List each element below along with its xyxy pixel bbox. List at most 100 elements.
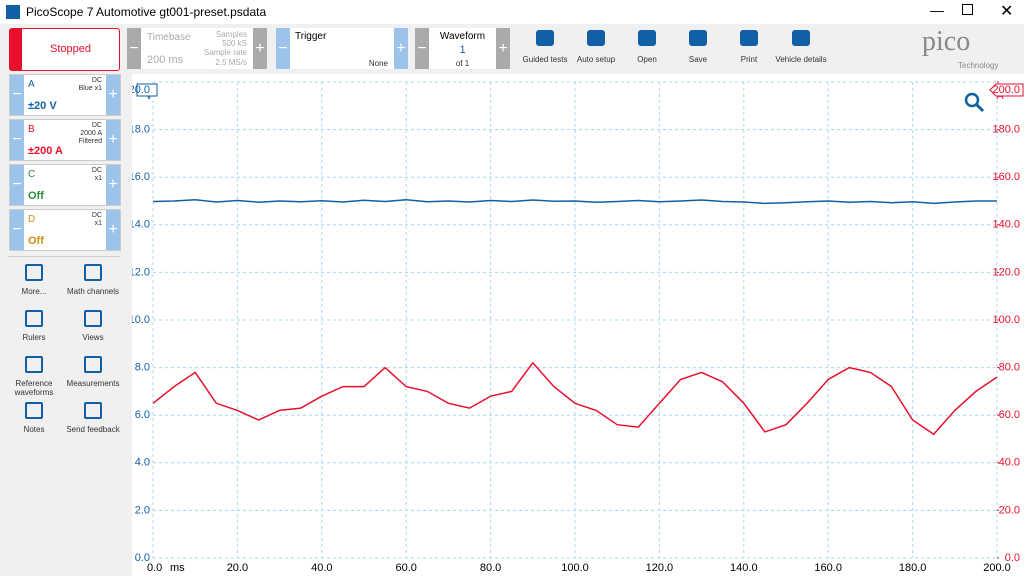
y-tick-label: 14.0 (132, 219, 150, 231)
tool-icon (792, 30, 810, 46)
y-range-box (136, 83, 158, 97)
channel-probe: x1 (94, 175, 102, 182)
tool-icon (536, 30, 554, 46)
channel-plus[interactable]: + (106, 165, 120, 205)
channel-minus[interactable]: − (10, 120, 24, 160)
sidebar-icon (25, 402, 43, 419)
channel-probe: x1 (94, 220, 102, 227)
trigger-label: Trigger (295, 31, 327, 42)
sidebar-button[interactable]: Rulers (4, 308, 64, 352)
y-tick-label: 18.0 (132, 124, 150, 136)
sidebar-label: More... (21, 287, 47, 296)
x-tick-label: 60.0 (395, 562, 416, 574)
sidebar-button[interactable]: Send feedback (63, 400, 123, 444)
tool-button[interactable]: Auto setup (568, 28, 624, 70)
waveform-plus[interactable]: + (496, 28, 510, 69)
timebase-value: 200 ms (147, 54, 184, 66)
y-tick-label: 8.0 (135, 362, 150, 374)
channel-minus[interactable]: − (10, 75, 24, 115)
x-tick-label: 20.0 (227, 562, 248, 574)
y2-tick-label: 20.0 (999, 504, 1020, 516)
scope-view: V A ms 0.020.040.060.080.0100.0120.0140.… (132, 74, 1024, 576)
tool-label: Auto setup (576, 55, 616, 64)
channel-plus[interactable]: + (106, 120, 120, 160)
channel-name: A (28, 79, 35, 90)
tool-label: Print (740, 55, 758, 64)
channel-card[interactable]: − + D DC x1 Off (9, 209, 121, 251)
waveform-total: of 1 (455, 59, 470, 68)
logo: pico (922, 26, 971, 57)
timebase-minus[interactable]: − (127, 28, 141, 69)
sidebar-button[interactable]: Reference waveforms (4, 354, 64, 398)
y-tick-label: 6.0 (135, 409, 150, 421)
channel-minus[interactable]: − (10, 165, 24, 205)
trigger-minus[interactable]: − (276, 28, 290, 69)
channel-coupling: DC (91, 122, 102, 129)
run-label: Stopped (50, 43, 91, 55)
samples: 500 kS (222, 39, 247, 48)
waveform[interactable]: − + Waveform 1 of 1 (415, 28, 510, 69)
channel-name: D (28, 214, 36, 225)
trigger-plus[interactable]: + (394, 28, 408, 69)
window-title: PicoScope 7 Automotive gt001-preset.psda… (26, 5, 267, 19)
close[interactable]: ✕ (1000, 3, 1014, 20)
y-tick-label: 0.0 (135, 552, 150, 564)
x-tick-label: 180.0 (899, 562, 927, 574)
run-indicator (10, 29, 22, 70)
channel-plus[interactable]: + (106, 75, 120, 115)
plot-background (132, 74, 1024, 576)
sidebar-icon (84, 402, 102, 419)
x-tick-label: 80.0 (480, 562, 501, 574)
sidebar-icon (25, 264, 43, 281)
tool-button[interactable]: Save (670, 28, 726, 70)
x-tick-label: 160.0 (814, 562, 842, 574)
channel-plus[interactable]: + (106, 210, 120, 250)
y2-tick-label: 120.0 (992, 266, 1020, 278)
sidebar-button[interactable]: Measurements (63, 354, 123, 398)
x-tick-label: 140.0 (730, 562, 758, 574)
sidebar-button[interactable]: Views (63, 308, 123, 352)
run-button[interactable]: Stopped (9, 28, 120, 71)
y-tick-label: 4.0 (135, 457, 150, 469)
tool-button[interactable]: Guided tests (517, 28, 573, 70)
trigger[interactable]: − + Trigger None (276, 28, 408, 69)
tool-button[interactable]: Print (721, 28, 777, 70)
timebase[interactable]: − + Timebase 200 ms Samples 500 kS Sampl… (127, 28, 267, 69)
sidebar-label: Math channels (66, 287, 120, 296)
zoom-icon[interactable] (964, 92, 985, 113)
channel-name: C (28, 169, 36, 180)
y2-tick-label: 100.0 (992, 314, 1020, 326)
y2-tick-label: 160.0 (992, 171, 1020, 183)
minimize[interactable]: — (930, 2, 944, 18)
channel-probe: Blue x1 (78, 85, 102, 92)
x-tick-label: 200.0 (983, 562, 1011, 574)
channel-range: ±200 A (28, 145, 63, 157)
tool-button[interactable]: Open (619, 28, 675, 70)
channel-card[interactable]: − + C DC x1 Off (9, 164, 121, 206)
sidebar-icon (25, 356, 43, 373)
timebase-plus[interactable]: + (253, 28, 267, 69)
trace (152, 199, 997, 205)
sidebar-label: Send feedback (66, 425, 120, 434)
waveform-minus[interactable]: − (415, 28, 429, 69)
sidebar-button[interactable]: More... (4, 262, 64, 306)
channel-minus[interactable]: − (10, 210, 24, 250)
channel-card[interactable]: − + B DC 2000 A Filtered ±200 A (9, 119, 121, 161)
sidebar-icon (84, 310, 102, 327)
maximize[interactable] (962, 4, 973, 15)
y2-tick-label: 60.0 (999, 409, 1020, 421)
y2-range-box (989, 83, 1024, 97)
sidebar-button[interactable]: Notes (4, 400, 64, 444)
channel-probe: Filtered (78, 138, 102, 145)
y-tick-label: 2.0 (135, 504, 150, 516)
tool-icon (689, 30, 707, 46)
tool-icon (587, 30, 605, 46)
tool-button[interactable]: Vehicle details (773, 28, 829, 70)
channel-coupling: DC (91, 212, 102, 219)
timebase-label: Timebase (147, 32, 191, 43)
channel-range: Off (28, 190, 44, 202)
sidebar-button[interactable]: Math channels (63, 262, 123, 306)
channel-card[interactable]: − + A DC Blue x1 ±20 V (9, 74, 121, 116)
tool-icon (638, 30, 656, 46)
